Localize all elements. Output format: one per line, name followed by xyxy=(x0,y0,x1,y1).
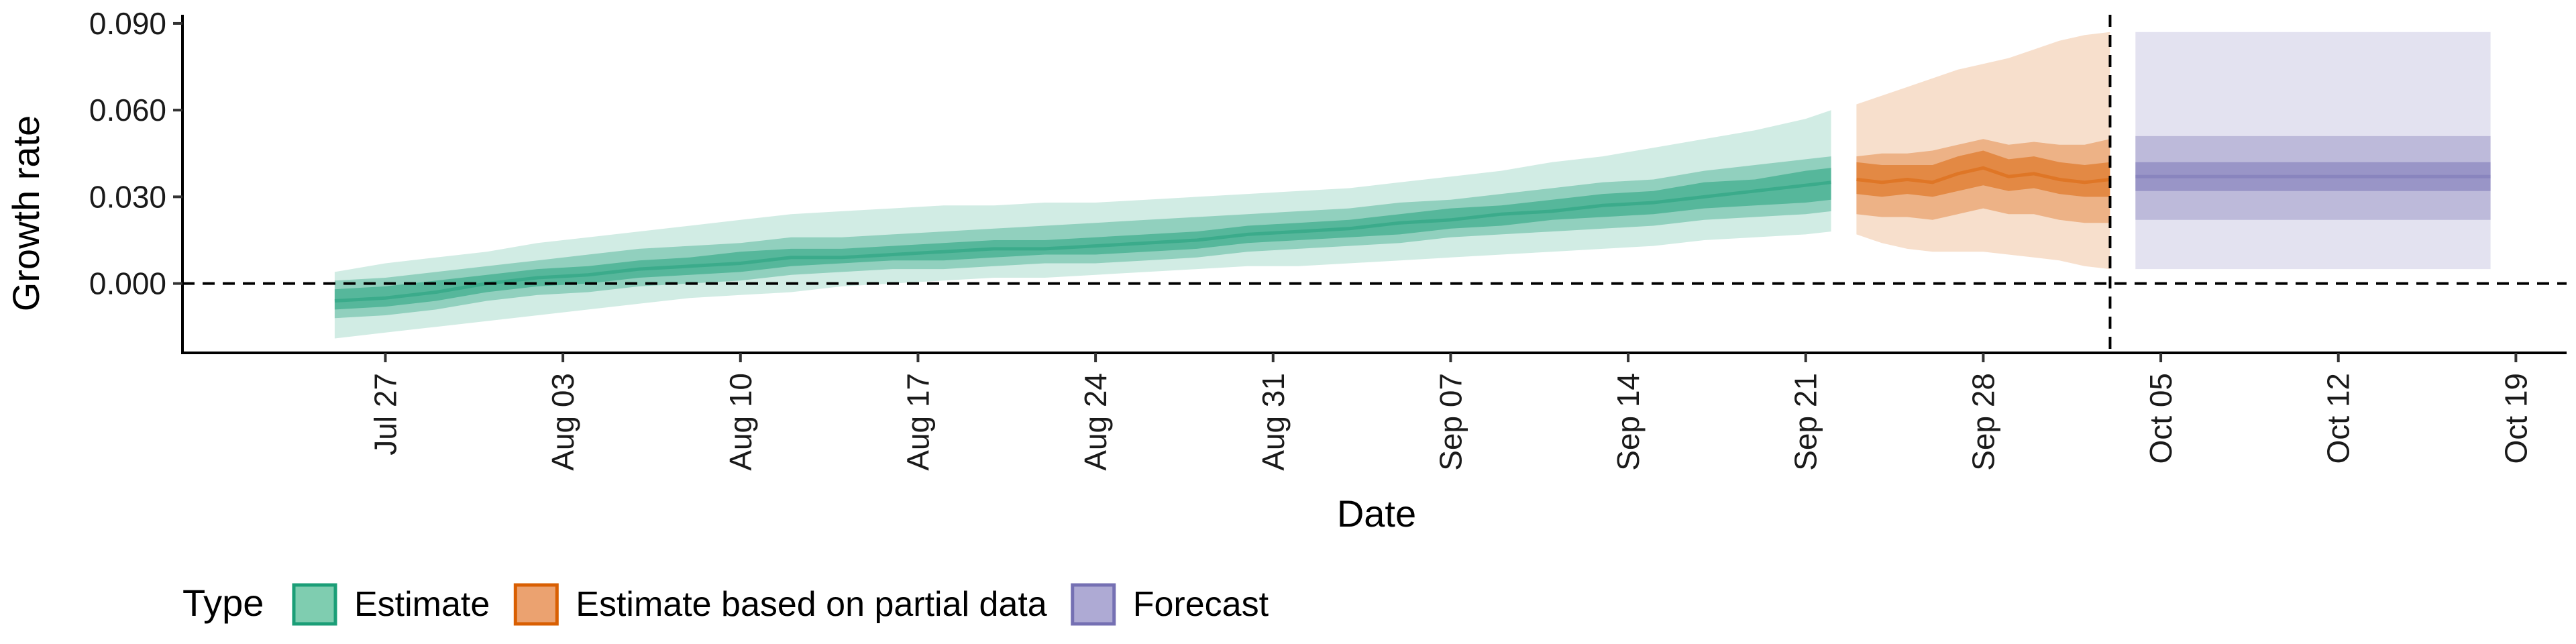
x-tick-label: Sep 14 xyxy=(1611,373,1646,471)
estimate-legend-label: Estimate xyxy=(354,585,490,624)
y-axis-ticks: 0.000 0.030 0.060 0.090 xyxy=(89,6,182,301)
estimate-legend-key xyxy=(292,583,337,626)
forecast-legend-label: Forecast xyxy=(1133,585,1269,624)
x-tick-label: Aug 31 xyxy=(1256,373,1291,471)
legend-items: Estimate Estimate based on partial data Fo… xyxy=(292,583,1269,626)
estimate-based-on-partial-data-inner-band xyxy=(1856,150,2110,197)
estimate-median-line xyxy=(334,180,1831,303)
y-tick-label: 0.030 xyxy=(89,179,166,214)
estimate-based-on-partial-data-outer-band xyxy=(1856,32,2110,270)
estimate-inner-band xyxy=(334,168,1831,310)
x-tick-label: Aug 03 xyxy=(545,373,580,471)
x-axis-title: Date xyxy=(1337,492,1416,535)
estimate-outer-band xyxy=(334,110,1831,339)
median-layer xyxy=(334,166,2491,303)
x-tick-label: Oct 05 xyxy=(2143,373,2178,464)
legend-title: Type xyxy=(182,582,264,624)
y-axis-title: Growth rate xyxy=(5,115,47,312)
x-tick-label: Oct 19 xyxy=(2498,373,2533,464)
estimate-based-on-partial-data-legend-key xyxy=(513,583,559,626)
forecast-inner-band xyxy=(2135,162,2491,191)
y-tick-label: 0.060 xyxy=(89,93,166,127)
forecast-outer-band xyxy=(2135,32,2491,270)
x-tick-label: Aug 17 xyxy=(900,373,935,471)
estimate-based-on-partial-data-legend-label: Estimate based on partial data xyxy=(576,585,1047,624)
estimate-middle-band xyxy=(334,156,1831,319)
x-tick-label: Sep 07 xyxy=(1433,373,1468,471)
legend: Type Estimate Estimate based on partial d… xyxy=(182,582,1269,626)
x-tick-label: Jul 27 xyxy=(368,373,403,455)
x-tick-label: Sep 21 xyxy=(1788,373,1823,471)
forecast-legend-key xyxy=(1071,583,1116,626)
y-tick-label: 0.000 xyxy=(89,266,166,301)
x-tick-label: Oct 12 xyxy=(2321,373,2356,464)
x-axis-ticks: Jul 27 Aug 03 Aug 10 Aug 17 Aug 24 Aug 31 Sep … xyxy=(368,353,2533,471)
bands-layer xyxy=(334,32,2491,339)
estimate-based-on-partial-data-median-line xyxy=(1856,166,2110,184)
x-tick-label: Aug 24 xyxy=(1078,373,1113,471)
x-tick-label: Sep 28 xyxy=(1966,373,2000,471)
y-tick-label: 0.090 xyxy=(89,6,166,41)
x-tick-label: Aug 10 xyxy=(723,373,758,471)
